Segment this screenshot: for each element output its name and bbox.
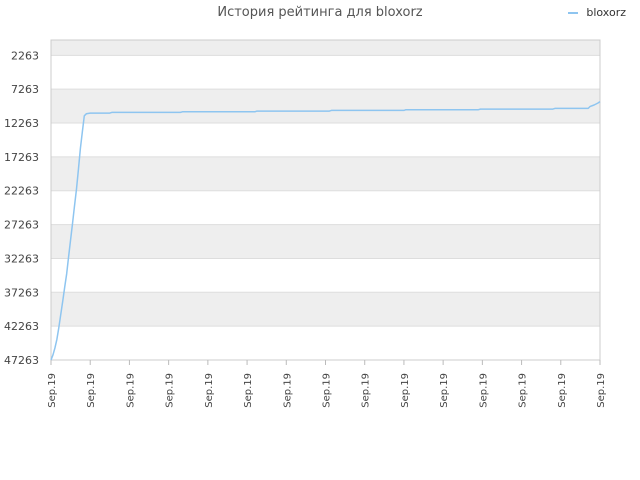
y-tick-label: 42263 xyxy=(4,320,39,333)
x-tick-label: Sep.19 xyxy=(86,373,97,408)
x-tick-label: Sep.19 xyxy=(243,373,254,408)
grid-band xyxy=(51,326,600,360)
y-tick-label: 12263 xyxy=(4,117,39,130)
grid-band xyxy=(51,156,600,191)
x-tick-label: Sep.19 xyxy=(125,373,136,408)
x-tick-label: Sep.19 xyxy=(322,373,333,408)
grid-lines xyxy=(50,39,601,361)
grid-bands xyxy=(51,40,600,360)
series-lines xyxy=(50,100,601,361)
y-tick-label: 47263 xyxy=(4,354,39,367)
y-tick-label: 22263 xyxy=(4,185,39,198)
x-tick-label: Sep.19 xyxy=(557,373,568,408)
y-tick-label: 17263 xyxy=(4,151,39,164)
y-tick-label: 32263 xyxy=(4,252,39,265)
x-tick-label: Sep.19 xyxy=(204,373,215,408)
x-tick-label: Sep.19 xyxy=(361,373,372,408)
grid-band xyxy=(51,190,600,225)
grid-band xyxy=(51,40,600,56)
x-tick-label: Sep.19 xyxy=(439,373,450,408)
grid-band xyxy=(51,224,600,259)
y-axis-ticks: 2263 7263 12263 17263 22263 27263 32263 37263 42… xyxy=(4,49,39,367)
x-tick-label: Sep.19 xyxy=(596,373,607,408)
grid-band xyxy=(51,292,600,327)
x-tick-label: Sep.19 xyxy=(518,373,529,408)
grid-band xyxy=(51,258,600,293)
y-tick-label: 37263 xyxy=(4,286,39,299)
grid-band xyxy=(51,89,600,124)
x-tick-label: Sep.19 xyxy=(478,373,489,408)
legend-label: bloxorz xyxy=(586,6,626,19)
chart-title: История рейтинга для bloxorz xyxy=(217,5,423,20)
grid-band xyxy=(51,123,600,157)
series-line xyxy=(50,100,601,361)
x-tick-label: Sep.19 xyxy=(47,373,58,408)
x-tick-label: Sep.19 xyxy=(282,373,293,408)
legend-swatch xyxy=(568,11,579,14)
y-tick-label: 2263 xyxy=(11,49,39,62)
legend: bloxorz xyxy=(568,6,626,19)
y-tick-label: 27263 xyxy=(4,219,39,232)
grid-band xyxy=(51,55,600,90)
x-tick-label: Sep.19 xyxy=(165,373,176,408)
x-axis-ticks: Sep.19 Sep.19 Sep.19 Sep.19 Sep.19 Sep.19 Sep.… xyxy=(47,360,607,408)
x-tick-label: Sep.19 xyxy=(400,373,411,408)
y-tick-label: 7263 xyxy=(11,83,39,96)
